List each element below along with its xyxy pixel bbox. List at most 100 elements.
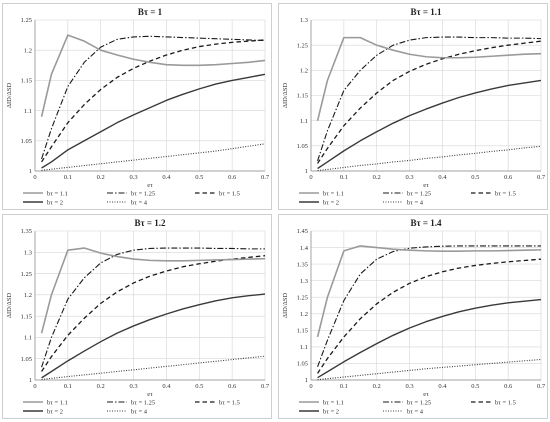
chart-title: Bτ = 1.1	[410, 7, 442, 17]
x-tick-label: 0.3	[406, 383, 414, 390]
legend-label: bτ = 4	[407, 408, 424, 415]
y-axis-label: ΔID/ΔSD	[6, 293, 13, 319]
y-tick-label: 1.1	[24, 335, 32, 342]
y-tick-label: 1.15	[297, 93, 308, 100]
x-axis-label: eτ	[147, 391, 153, 398]
x-tick-label: 0.3	[406, 174, 414, 181]
series-line	[317, 298, 542, 379]
y-tick-label: 1.25	[21, 271, 32, 278]
legend-label: bτ = 4	[131, 199, 148, 206]
y-tick-label: 1.15	[21, 78, 32, 85]
series-line	[317, 79, 542, 170]
series-line	[317, 40, 542, 164]
legend-label: bτ = 1.5	[495, 399, 516, 406]
y-tick-label: 1.3	[300, 17, 308, 24]
x-tick-label: 0.6	[504, 383, 513, 390]
series-line	[41, 247, 265, 368]
y-tick-label: 1.05	[21, 138, 32, 145]
legend-label: bτ = 1.25	[407, 190, 431, 197]
chart-panel-4: Bτ = 1.4 0 0.1 0.2 0.3 0.4 0.5 0.6 0.7 1 1.05 1.1 1.…	[278, 214, 548, 419]
y-tick-label: 1.05	[297, 361, 308, 368]
legend-label: bτ = 1.1	[47, 190, 68, 197]
x-tick-label: 0.7	[537, 174, 546, 181]
y-tick-label: 1.1	[300, 344, 308, 351]
legend-label: bτ = 4	[407, 199, 424, 206]
x-tick-label: 0.4	[438, 174, 447, 181]
series-line	[41, 39, 266, 163]
x-tick-label: 0.6	[504, 174, 513, 181]
y-tick-label: 1	[29, 168, 32, 175]
series-line	[40, 34, 266, 117]
y-tick-label: 1.25	[297, 42, 308, 49]
legend-label: bτ = 1.1	[323, 399, 344, 406]
chart-title: Bτ = 1.2	[134, 218, 166, 228]
legend-label: bτ = 4	[131, 408, 148, 415]
y-tick-label: 1.05	[297, 143, 308, 150]
y-tick-label: 1	[305, 168, 308, 175]
y-axis-label: ΔID/ΔSD	[282, 293, 289, 319]
x-tick-label: 0.1	[64, 174, 72, 181]
x-tick-label: 0.2	[97, 383, 105, 390]
x-tick-label: 0.5	[471, 174, 479, 181]
y-tick-label: 1.15	[297, 328, 308, 335]
x-axis-label: eτ	[147, 182, 153, 189]
x-tick-label: 0.5	[195, 174, 203, 181]
chart-title: Bτ = 1	[138, 7, 163, 17]
series-line	[40, 247, 266, 334]
y-tick-label: 1.3	[300, 278, 308, 285]
series-line	[317, 36, 542, 162]
x-tick-label: 0.4	[162, 174, 171, 181]
legend-label: bτ = 1.5	[219, 399, 240, 406]
chart-svg: Bτ = 1 0 0.1 0.2 0.3 0.4 0.5 0.6 0.7 1 1.05 1.1 1.15…	[6, 7, 270, 206]
series-line	[316, 245, 542, 338]
y-tick-label: 1.35	[297, 261, 308, 268]
chart-title: Bτ = 1.4	[410, 218, 442, 228]
chart-panel-3: Bτ = 1.2 0 0.1 0.2 0.3 0.4 0.5 0.6 0.7 1 1.05 1.1 1.…	[2, 214, 272, 419]
chart-panel-1: Bτ = 1 0 0.1 0.2 0.3 0.4 0.5 0.6 0.7 1 1.05 1.1 1.15…	[2, 3, 272, 210]
y-tick-label: 1.2	[300, 311, 308, 318]
x-axis-label: eτ	[423, 182, 429, 189]
x-tick-label: 0.1	[340, 383, 348, 390]
y-tick-label: 1.25	[21, 17, 32, 24]
x-tick-label: 0.2	[373, 383, 381, 390]
y-tick-label: 1.4	[300, 245, 309, 252]
x-tick-label: 0.5	[471, 383, 479, 390]
x-tick-label: 0.1	[64, 383, 72, 390]
series-line	[41, 355, 266, 381]
y-tick-label: 1	[29, 377, 32, 384]
y-tick-label: 1.35	[21, 228, 32, 235]
series-line	[317, 145, 542, 172]
y-tick-label: 1.45	[297, 228, 308, 235]
legend-label: bτ = 1.5	[219, 190, 240, 197]
y-tick-label: 1.2	[24, 47, 32, 54]
x-tick-label: 0	[309, 383, 312, 390]
series-line	[317, 258, 542, 374]
series-line	[41, 255, 266, 372]
legend-label: bτ = 1.1	[47, 399, 68, 406]
x-tick-label: 0.3	[130, 383, 138, 390]
y-tick-label: 1.2	[24, 292, 32, 299]
x-tick-label: 0.4	[162, 383, 171, 390]
x-tick-label: 0.5	[195, 383, 203, 390]
legend-label: bτ = 1.5	[495, 190, 516, 197]
x-tick-label: 0.6	[228, 383, 237, 390]
series-line	[41, 35, 266, 160]
x-tick-label: 0.7	[261, 174, 270, 181]
legend-label: bτ = 2	[323, 408, 339, 415]
x-tick-label: 0.2	[373, 174, 381, 181]
legend-label: bτ = 2	[47, 199, 63, 206]
series-line	[316, 36, 542, 121]
legend-label: bτ = 1.25	[131, 190, 155, 197]
x-tick-label: 0.2	[97, 174, 105, 181]
x-tick-label: 0.7	[537, 383, 546, 390]
x-tick-label: 0.6	[228, 174, 237, 181]
legend-label: bτ = 1.25	[131, 399, 155, 406]
y-tick-label: 1.3	[24, 249, 32, 256]
y-tick-label: 1.05	[21, 356, 32, 363]
series-line	[317, 245, 541, 367]
y-tick-label: 1.1	[24, 108, 32, 115]
y-tick-label: 1.15	[21, 313, 32, 320]
chart-svg: Bτ = 1.2 0 0.1 0.2 0.3 0.4 0.5 0.6 0.7 1 1.05 1.1 1.…	[6, 218, 270, 415]
series-line	[41, 143, 266, 171]
x-tick-label: 0.7	[261, 383, 270, 390]
